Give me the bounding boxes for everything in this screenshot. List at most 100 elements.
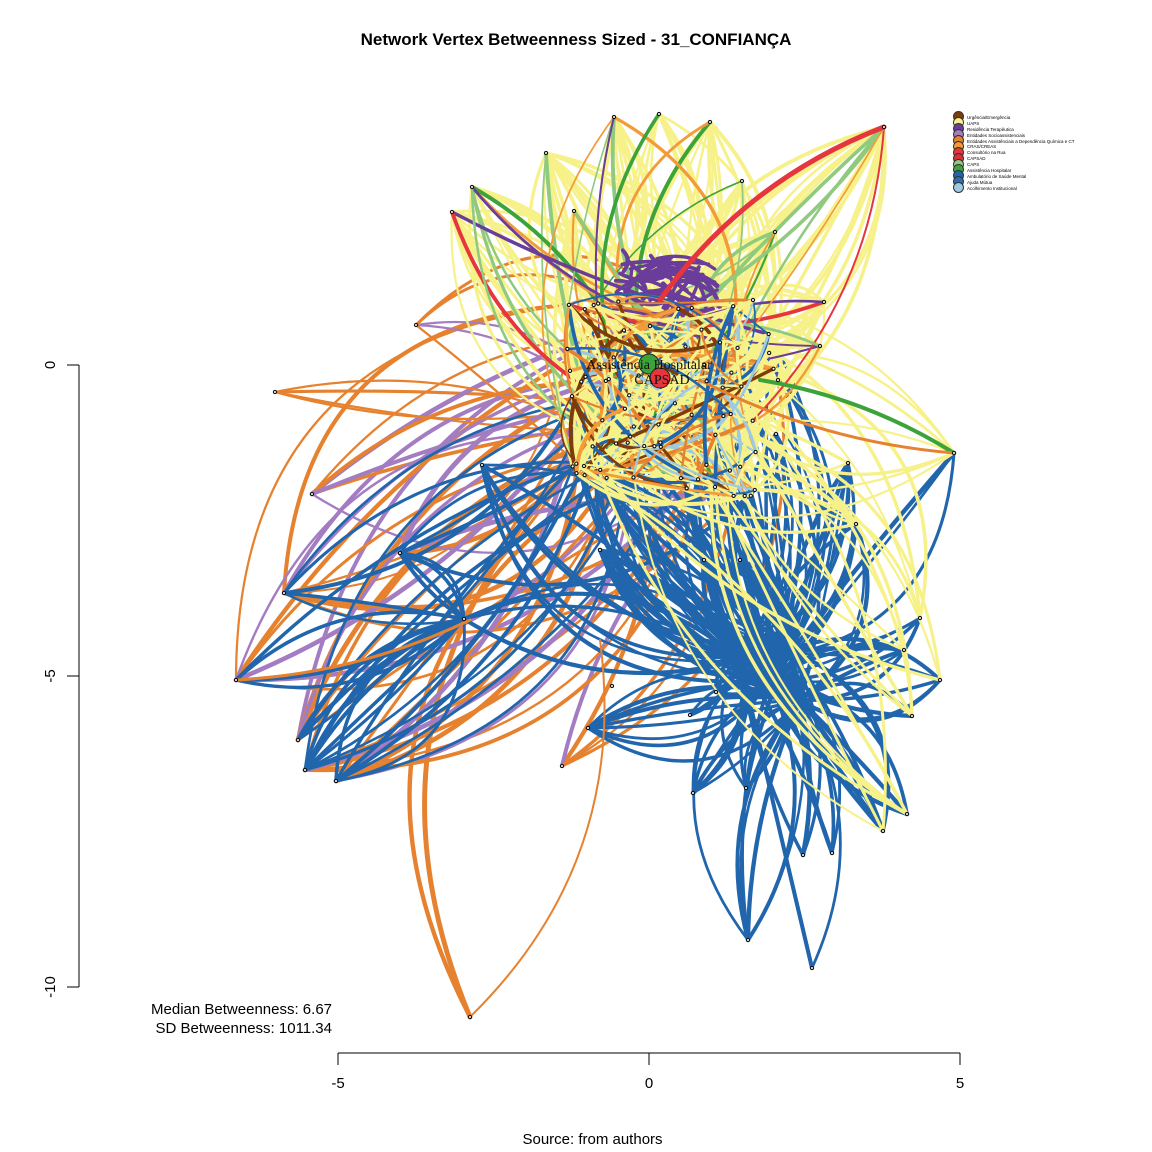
network-node [689, 305, 694, 311]
network-edge [303, 617, 466, 772]
network-node [636, 373, 641, 378]
source-caption: Source: from authors [522, 1131, 663, 1148]
network-node [597, 547, 603, 553]
network-node [631, 475, 636, 480]
x-tick-label: 5 [956, 1075, 964, 1092]
network-node [565, 346, 570, 352]
network-node [704, 379, 709, 384]
network-node [625, 440, 630, 445]
network-node [295, 737, 301, 743]
network-node [590, 444, 595, 449]
network-node [413, 322, 419, 328]
network-edge [567, 303, 608, 475]
network-edge [414, 323, 578, 465]
legend-label: Entidades Socioassistenciais [967, 132, 1026, 138]
network-node [699, 327, 704, 332]
network-node [397, 550, 403, 556]
network-node [917, 615, 923, 621]
network-edge [657, 124, 887, 303]
network-edge [541, 116, 615, 476]
network-node [621, 328, 627, 333]
network-edge [565, 303, 572, 373]
network-edge [629, 435, 885, 833]
network-edge [574, 328, 627, 475]
network-node [559, 763, 565, 769]
network-node [731, 304, 736, 309]
network-edge [758, 378, 956, 455]
legend-label: Ambulatório de Saúde Mental [967, 173, 1027, 179]
network-node [753, 449, 758, 455]
network-edge [788, 616, 922, 653]
network-node [627, 393, 632, 398]
network-edge [655, 254, 717, 271]
network-edge [398, 471, 578, 555]
network-node [642, 443, 647, 449]
network-node [735, 345, 740, 351]
network-node [743, 785, 749, 791]
network-edge [632, 371, 733, 479]
network-node [738, 464, 743, 469]
network-edge [690, 302, 735, 310]
network-node [727, 468, 733, 473]
network-node [622, 406, 628, 411]
network-edge [334, 444, 595, 783]
network-edge [683, 345, 887, 833]
network-edge [631, 475, 858, 534]
network-node [775, 377, 781, 383]
network-node [678, 475, 684, 481]
network-node [333, 778, 339, 784]
network-edge [798, 698, 836, 855]
network-node [748, 493, 753, 498]
network-node [606, 376, 611, 382]
network-edge [450, 210, 571, 307]
network-edge [567, 303, 722, 353]
network-node [233, 677, 239, 683]
network-node [272, 389, 278, 395]
legend-label: CAPSAD [967, 156, 986, 162]
network-node [281, 590, 287, 596]
network-node [845, 460, 851, 466]
network-edge [574, 461, 747, 506]
network-node [579, 379, 584, 384]
legend-swatch [953, 182, 964, 194]
network-edge [234, 303, 571, 682]
network-edge [708, 120, 777, 336]
network-node [591, 302, 596, 308]
network-node [729, 370, 734, 375]
network-node [750, 297, 756, 303]
hub-label-hospital: Assistência Hospitalar [586, 358, 712, 373]
network-node [461, 616, 467, 622]
network-edge [656, 422, 942, 682]
legend-label: Acolhimento Institucional [967, 185, 1017, 191]
network-edge [398, 551, 466, 621]
network-node [574, 461, 579, 466]
network-edge [751, 126, 885, 422]
network-node [616, 299, 621, 304]
network-edge [746, 678, 797, 942]
sd-betweenness: SD Betweenness: 1011.34 [155, 1020, 332, 1037]
legend-item: Acolhimento Institucional [953, 182, 1075, 194]
network-node [739, 384, 744, 389]
network-node [817, 343, 823, 349]
network-node [449, 209, 455, 215]
network-node [880, 828, 886, 834]
legend: Urgência/Emergência UAPS Residência Terapê… [953, 111, 1075, 194]
network-node [731, 493, 736, 499]
network-edge [732, 450, 758, 498]
network-node [713, 689, 719, 695]
network-node [687, 712, 693, 718]
network-node [737, 557, 743, 563]
network-node [658, 440, 663, 445]
network-node [582, 472, 587, 478]
network-edge [559, 484, 717, 769]
legend-label: CRAS/CREAS [967, 144, 997, 150]
network-edge [643, 445, 756, 492]
network-edge [657, 262, 695, 281]
network-node [829, 850, 835, 856]
network-node [571, 208, 577, 214]
network-edge [565, 115, 616, 351]
network-node [720, 385, 725, 390]
network-node [581, 463, 587, 469]
network-node [656, 111, 662, 117]
network-node [567, 368, 573, 373]
